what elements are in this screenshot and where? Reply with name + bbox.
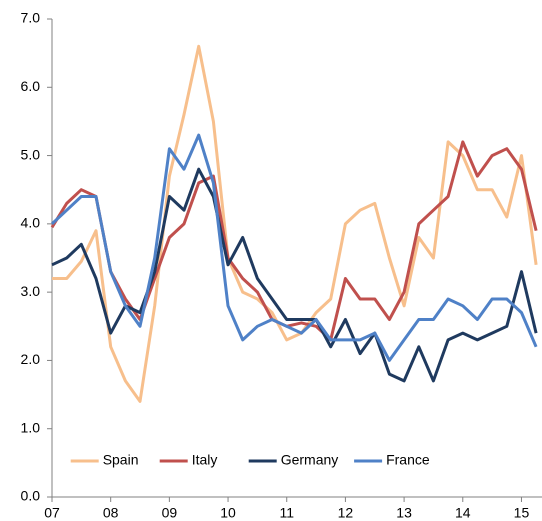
series-line (51, 167, 538, 383)
x-tick-label: 10 (220, 505, 236, 521)
y-tick-label: 4.0 (21, 215, 41, 231)
series-line (52, 44, 538, 403)
x-tick-label: 14 (455, 505, 471, 521)
y-tick-label: 7.0 (21, 10, 41, 26)
legend-label: Italy (192, 452, 218, 468)
y-tick-label: 0.0 (21, 488, 41, 504)
legend-label: France (386, 452, 430, 468)
x-tick-label: 08 (103, 505, 119, 521)
y-tick-label: 6.0 (21, 78, 41, 94)
legend-label: Spain (103, 452, 139, 468)
x-tick-label: 11 (279, 505, 294, 521)
y-tick-label: 5.0 (21, 146, 41, 162)
x-tick-label: 15 (514, 505, 530, 521)
x-tick-label: 13 (396, 505, 412, 521)
y-tick-label: 3.0 (21, 283, 41, 299)
y-tick-label: 1.0 (21, 419, 41, 435)
x-tick-label: 09 (162, 505, 178, 521)
legend-label: Germany (281, 452, 339, 468)
y-tick-label: 2.0 (21, 351, 41, 367)
x-tick-label: 12 (338, 505, 354, 521)
series-line (50, 133, 538, 362)
x-tick-label: 07 (44, 505, 60, 521)
